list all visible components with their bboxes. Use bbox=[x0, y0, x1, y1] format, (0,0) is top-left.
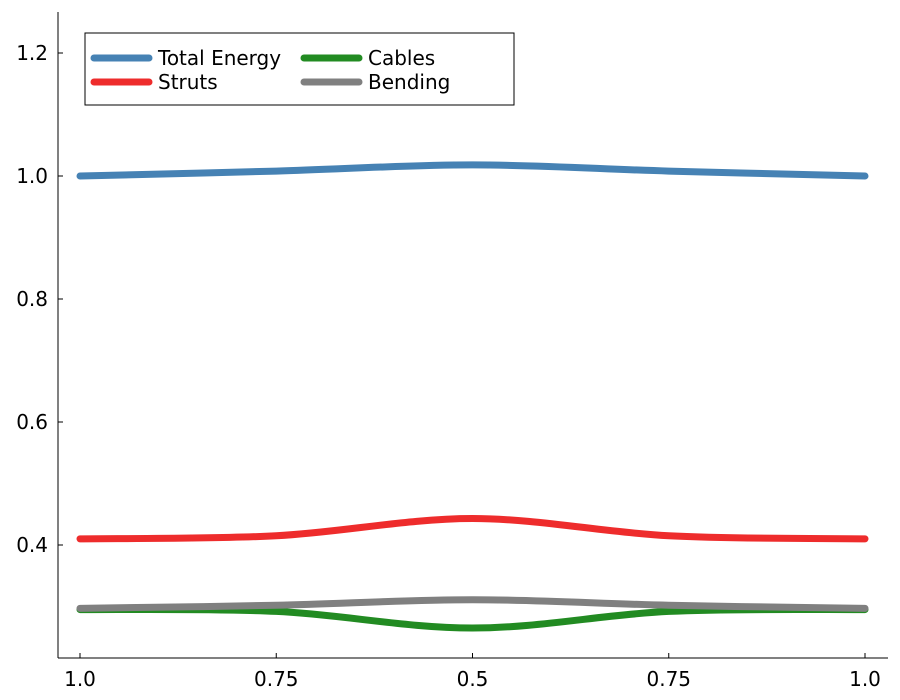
series-line-cables bbox=[76, 605, 869, 632]
x-axis-ticks: 1.0 0.75 0.5 0.75 1.0 bbox=[64, 653, 881, 691]
x-tick-label: 0.75 bbox=[646, 667, 691, 691]
legend: Total Energy Cables Struts Bending bbox=[84, 32, 515, 106]
x-tick-label: 1.0 bbox=[64, 667, 96, 691]
series-layer bbox=[76, 161, 869, 632]
legend-label: Bending bbox=[368, 70, 450, 94]
series-line-struts bbox=[76, 515, 869, 543]
x-tick-label: 0.5 bbox=[457, 667, 489, 691]
x-tick-label: 0.75 bbox=[254, 667, 299, 691]
y-tick-label: 0.4 bbox=[16, 533, 48, 557]
legend-box bbox=[84, 32, 515, 106]
y-axis-ticks: 0.4 0.6 0.8 1.0 1.2 bbox=[16, 41, 63, 557]
y-tick-label: 1.0 bbox=[16, 164, 48, 188]
series-line-bending bbox=[76, 596, 869, 612]
y-tick-label: 0.6 bbox=[16, 410, 48, 434]
y-tick-label: 1.2 bbox=[16, 41, 48, 65]
axes bbox=[57, 12, 888, 659]
legend-label: Total Energy bbox=[157, 46, 281, 70]
legend-label: Struts bbox=[158, 70, 218, 94]
series-line-total-energy bbox=[76, 161, 869, 180]
x-tick-label: 1.0 bbox=[849, 667, 881, 691]
y-tick-label: 0.8 bbox=[16, 287, 48, 311]
legend-label: Cables bbox=[368, 46, 435, 70]
